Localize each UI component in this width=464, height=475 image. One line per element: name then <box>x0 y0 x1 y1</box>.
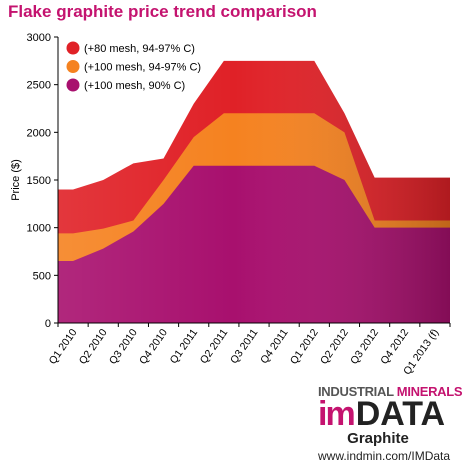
legend-marker-1 <box>66 41 80 55</box>
legend-label-3: (+100 mesh, 90% C) <box>84 80 185 92</box>
y-tick-label: 3000 <box>27 32 51 44</box>
y-tick-label: 2000 <box>27 127 51 139</box>
y-tick-label: 2500 <box>27 80 51 92</box>
area-shade-3 <box>58 165 450 323</box>
x-tick-label: Q4 2012 <box>378 327 411 367</box>
brand-subtitle: Graphite <box>347 430 409 447</box>
legend-label-1: (+80 mesh, 94-97% C) <box>84 43 195 55</box>
x-tick-label: Q3 2010 <box>107 327 140 367</box>
x-tick-label: Q3 2011 <box>228 327 261 366</box>
x-tick-label: Q2 2010 <box>77 327 110 367</box>
legend-label-2: (+100 mesh, 94-97% C) <box>84 62 201 74</box>
x-tick-label: Q3 2012 <box>348 327 381 367</box>
y-tick-label: 1000 <box>27 223 51 235</box>
legend-marker-3 <box>66 78 80 92</box>
x-tick-label: Q1 2010 <box>47 327 80 367</box>
area-series-group <box>58 60 450 324</box>
brand-url: www.indmin.com/IMData <box>318 449 451 463</box>
x-tick-label: Q1 2011 <box>168 327 201 366</box>
x-tick-label: Q2 2011 <box>198 327 231 366</box>
legend: (+80 mesh, 94-97% C) (+100 mesh, 94-97% C… <box>66 41 201 92</box>
brand-logo-im: im <box>318 395 356 433</box>
x-tick-label: Q1 2012 <box>288 327 321 367</box>
brand-line1-part2: MINERALS <box>396 384 463 399</box>
x-tick-label: Q4 2010 <box>137 327 170 367</box>
y-tick-label: 500 <box>33 270 51 282</box>
y-tick-label: 1500 <box>27 175 51 187</box>
brand-logo-data: DATA <box>355 395 446 433</box>
legend-marker-2 <box>66 60 80 73</box>
y-tick-label: 0 <box>45 318 51 330</box>
brand-logo-block: INDUSTRIAL MINERALS im DATA Graphite www… <box>318 384 464 463</box>
y-axis-label: Price ($) <box>10 159 22 201</box>
brand-line1-part1: INDUSTRIAL <box>318 384 397 399</box>
brand-logo: im DATA <box>318 395 464 433</box>
chart-title: Flake graphite price trend comparison <box>8 2 317 21</box>
x-tick-label: Q4 2011 <box>258 327 291 366</box>
x-tick-label: Q2 2012 <box>318 327 351 367</box>
brand-line1: INDUSTRIAL MINERALS <box>318 384 464 399</box>
